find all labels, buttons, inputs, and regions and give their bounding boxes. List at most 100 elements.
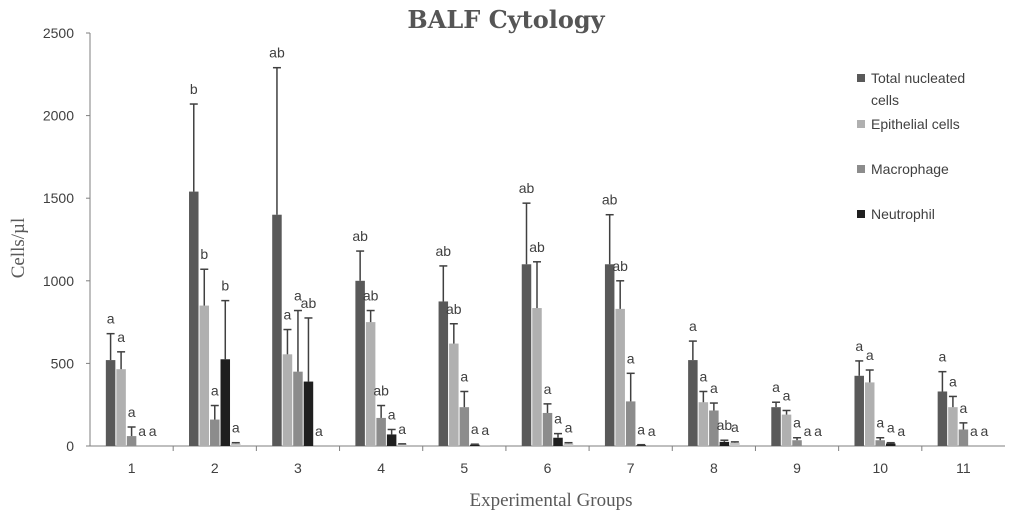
significance-label: a (315, 423, 323, 439)
significance-label: a (138, 423, 146, 439)
significance-label: a (887, 420, 895, 436)
legend-label: cells (871, 92, 899, 108)
significance-label: b (190, 81, 198, 97)
bar (272, 214, 282, 446)
bar (781, 414, 792, 446)
bar (355, 280, 365, 446)
bar (553, 437, 563, 446)
bar (875, 440, 885, 446)
significance-label: a (294, 288, 302, 304)
significance-label: a (855, 338, 863, 354)
y-axis-title: Cells/µl (8, 218, 29, 279)
bar (303, 381, 314, 446)
significance-label: a (866, 347, 874, 363)
significance-label: a (388, 406, 396, 422)
significance-label: a (804, 423, 812, 439)
bar (438, 301, 449, 446)
bar (542, 412, 553, 446)
x-tick-label: 5 (460, 460, 468, 476)
significance-label: a (699, 368, 707, 384)
x-tick-label: 4 (377, 460, 385, 476)
significance-label: a (554, 411, 562, 427)
bar (636, 445, 646, 446)
bar (709, 410, 719, 446)
bar (864, 382, 875, 446)
bar (470, 444, 480, 446)
bar (480, 445, 491, 446)
significance-label: a (939, 349, 947, 365)
significance-label: a (107, 311, 115, 327)
bar (449, 343, 459, 446)
bar (615, 308, 625, 446)
x-tick-label: 9 (793, 460, 801, 476)
significance-label: ab (529, 239, 545, 255)
bar (231, 443, 241, 446)
x-tick-label: 11 (956, 460, 971, 476)
bar (376, 417, 386, 446)
significance-label: a (627, 350, 635, 366)
bar (730, 442, 740, 446)
significance-label: a (398, 421, 406, 437)
significance-label: ab (436, 243, 452, 259)
significance-label: b (200, 246, 208, 262)
significance-label: a (471, 421, 479, 437)
x-axis-title: Experimental Groups (469, 490, 632, 511)
significance-label: b (221, 278, 229, 294)
legend-label: Neutrophil (871, 206, 935, 222)
bar (210, 419, 220, 446)
y-tick-label: 2500 (43, 25, 74, 41)
bar (532, 308, 542, 446)
bar (688, 360, 698, 446)
x-tick-label: 6 (544, 460, 552, 476)
legend-label: Macrophage (871, 161, 949, 177)
x-tick-label: 1 (128, 460, 136, 476)
y-tick-label: 2000 (43, 108, 74, 124)
significance-label: a (648, 423, 656, 439)
bar (948, 407, 958, 446)
bar (116, 369, 126, 446)
significance-label: a (814, 423, 822, 439)
significance-label: a (793, 415, 801, 431)
bar (189, 191, 199, 446)
bar (958, 429, 969, 446)
x-tick-label: 10 (872, 460, 888, 476)
significance-label: ab (373, 383, 389, 399)
significance-label: a (897, 423, 905, 439)
legend: Total nucleated cells Epithelial cells Macr… (857, 70, 965, 222)
bar (220, 359, 231, 446)
significance-label: a (772, 379, 780, 395)
y-tick-label: 0 (66, 438, 74, 454)
significance-label: ab (612, 258, 628, 274)
bar (365, 322, 376, 446)
bar (521, 264, 532, 446)
significance-label: a (876, 415, 884, 431)
significance-label: a (211, 383, 219, 399)
legend-swatch (857, 74, 865, 82)
significance-label: ab (301, 295, 317, 311)
x-tick-label: 7 (627, 460, 635, 476)
legend-swatch (857, 120, 865, 128)
significance-label: ab (602, 192, 618, 208)
x-tick-label: 8 (710, 460, 718, 476)
significance-label: a (460, 368, 468, 384)
y-tick-label: 500 (51, 355, 75, 371)
bar (604, 264, 615, 446)
bar (792, 440, 802, 446)
bar (459, 407, 470, 446)
significance-label: ab (717, 417, 733, 433)
bar (854, 375, 864, 446)
significance-label: ab (446, 301, 462, 317)
bar (885, 443, 896, 446)
significance-label: a (783, 387, 791, 403)
significance-label: a (232, 420, 240, 436)
significance-label: a (284, 307, 292, 323)
legend-label: Epithelial cells (871, 116, 960, 132)
bar (719, 441, 730, 446)
